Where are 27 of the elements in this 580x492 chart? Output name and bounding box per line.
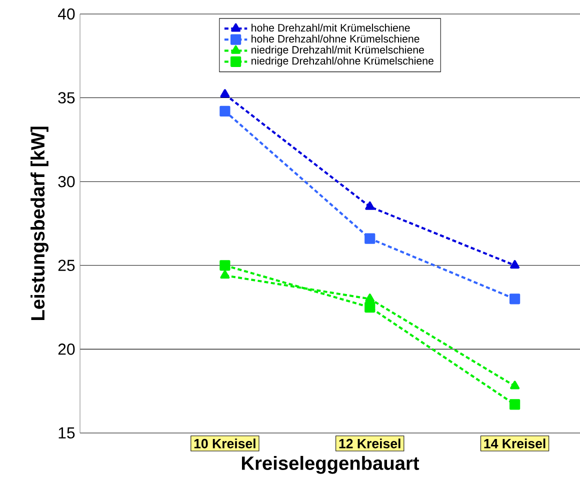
y-tick-label: 20 — [58, 344, 75, 355]
y-tick-label: 35 — [58, 92, 75, 104]
legend-label: niedrige Drehzahl/mit Krümelschiene — [252, 46, 424, 56]
point — [365, 294, 375, 302]
point — [509, 294, 520, 304]
point — [220, 106, 230, 117]
point — [365, 201, 375, 210]
x-tick-label: 10 Kreisel — [194, 438, 256, 448]
point — [509, 399, 520, 410]
y-tick-label: 25 — [58, 260, 75, 272]
point — [220, 89, 230, 98]
y-axis-title: Leistungsbedarf [kW] — [30, 126, 48, 320]
x-tick-label: 12 Kreisel — [339, 438, 400, 448]
y-tick-label: 30 — [58, 176, 75, 188]
point — [364, 233, 376, 244]
x-tick-label: 14 Kreisel — [484, 438, 546, 448]
y-tick-label: 40 — [58, 8, 75, 20]
legend-label: hohe Drehzahl/mit Krümelschiene — [252, 24, 410, 32]
point — [364, 302, 376, 313]
point — [510, 380, 520, 390]
legend-label: hohe Drehzahl/ohne Krümelschiene — [252, 34, 420, 43]
legend-label: niedrige Drehzahl/ohne Krümelschiene — [252, 56, 434, 67]
point — [220, 260, 230, 271]
point — [510, 260, 520, 269]
point — [220, 270, 230, 279]
y-tick-label: 15 — [58, 427, 75, 439]
x-axis-title: Kreiseleggenbauart — [242, 456, 420, 474]
